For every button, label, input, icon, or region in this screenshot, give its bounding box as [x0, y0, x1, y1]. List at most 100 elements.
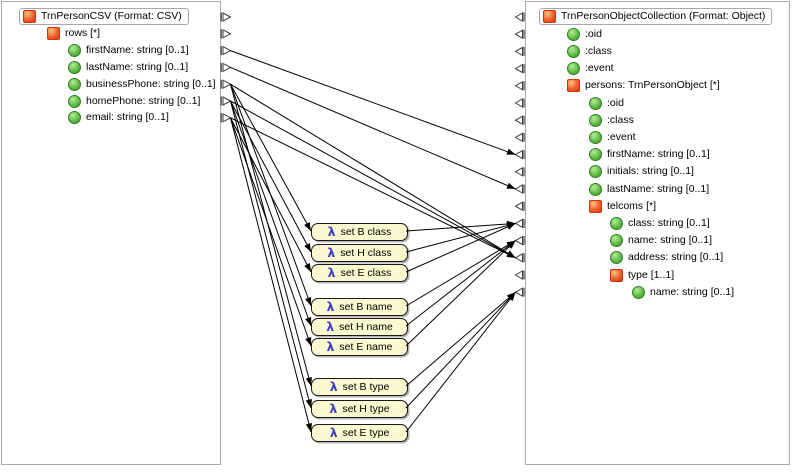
input-port[interactable] [514, 252, 523, 263]
tree-item-firstname-string-0-1[interactable]: firstName: string [0..1] [68, 42, 189, 59]
tree-item-class-string-0-1[interactable]: class: string [0..1] [610, 215, 710, 232]
tree-item-persons-trnpersonobject[interactable]: persons: TrnPersonObject [*] [567, 77, 720, 94]
lambda-label: set H type [342, 403, 390, 415]
connection-arrowhead [506, 250, 516, 258]
connection-line[interactable] [230, 84, 312, 387]
connection-line[interactable] [230, 117, 312, 273]
tree-item-firstname-string-0-1[interactable]: firstName: string [0..1] [589, 146, 710, 163]
lambda-set-h-class[interactable]: λ set H class [311, 244, 408, 262]
field-icon [589, 130, 602, 144]
lambda-set-b-name[interactable]: λ set B name [311, 298, 408, 316]
tree-item-oid[interactable]: :oid [567, 26, 602, 43]
input-port[interactable] [514, 132, 523, 143]
input-port[interactable] [514, 46, 523, 57]
connection-line[interactable] [405, 222, 516, 273]
input-port[interactable] [514, 218, 523, 229]
connection-line[interactable] [405, 222, 516, 253]
input-port[interactable] [514, 184, 523, 194]
input-port[interactable] [514, 149, 523, 160]
tree-item-telcoms[interactable]: telcoms [*] [589, 198, 656, 215]
tree-item-type-1-1[interactable]: type [1..1] [610, 267, 674, 284]
connection-line[interactable] [405, 291, 516, 433]
input-port[interactable] [514, 12, 523, 22]
connection-line[interactable] [230, 100, 312, 253]
tree-item-label: businessPhone: string [0..1] [86, 77, 216, 90]
field-icon [567, 62, 580, 76]
output-port[interactable] [222, 45, 232, 56]
lambda-set-e-class[interactable]: λ set E class [311, 264, 408, 282]
lambda-set-e-type[interactable]: λ set E type [311, 424, 408, 442]
lambda-label: set B name [339, 301, 393, 313]
input-port[interactable] [514, 115, 523, 126]
connection-arrowhead [304, 222, 311, 231]
lambda-set-e-name[interactable]: λ set E name [311, 338, 408, 356]
lambda-set-b-class[interactable]: λ set B class [311, 223, 408, 241]
tree-item-event[interactable]: :event [567, 60, 614, 77]
input-port[interactable] [514, 235, 523, 246]
connection-line[interactable] [405, 291, 516, 387]
connection-line[interactable] [230, 117, 312, 433]
tree-item-businessphone-string-0-1[interactable]: businessPhone: string [0..1] [68, 76, 216, 93]
output-port[interactable] [222, 112, 232, 123]
field-icon [68, 94, 81, 108]
connection-arrowhead [506, 240, 516, 249]
tree-item-source-root[interactable]: TrnPersonCSV (Format: CSV) [19, 8, 189, 25]
tree-item-class[interactable]: :class [589, 112, 634, 129]
tree-item-lastname-string-0-1[interactable]: lastName: string [0..1] [589, 181, 709, 198]
lambda-icon: λ [329, 401, 338, 416]
tree-item-lastname-string-0-1[interactable]: lastName: string [0..1] [68, 59, 188, 76]
connection-arrowhead [506, 250, 516, 258]
source-root-title-box[interactable]: TrnPersonCSV (Format: CSV) [19, 8, 189, 25]
tree-item-label: rows [*] [65, 27, 101, 40]
output-port[interactable] [222, 62, 232, 73]
input-port[interactable] [514, 287, 523, 298]
connection-line[interactable] [405, 240, 516, 347]
input-port[interactable] [514, 166, 523, 177]
output-port[interactable] [222, 96, 232, 106]
tree-item-name-string-0-1[interactable]: name: string [0..1] [610, 232, 712, 249]
input-port[interactable] [514, 29, 523, 40]
tree-item-address-string-0-1[interactable]: address: string [0..1] [610, 249, 723, 266]
tree-item-label: homePhone: string [0..1] [86, 94, 201, 107]
connection-line[interactable] [405, 240, 516, 307]
tree-item-oid[interactable]: :oid [589, 95, 624, 112]
tree-item-rows[interactable]: rows [*] [47, 25, 100, 42]
lambda-set-h-name[interactable]: λ set H name [311, 318, 408, 336]
input-port[interactable] [514, 63, 523, 74]
output-port[interactable] [222, 28, 232, 39]
connection-line[interactable] [230, 100, 312, 409]
input-port[interactable] [514, 270, 523, 280]
element-icon [543, 10, 556, 23]
output-port[interactable] [222, 12, 232, 22]
input-port[interactable] [514, 98, 523, 108]
connection-arrowhead [304, 242, 311, 252]
tree-item-label: initials: string [0..1] [607, 165, 694, 178]
connection-line[interactable] [230, 100, 312, 327]
connection-line[interactable] [405, 240, 516, 327]
tree-item-name-string-0-1[interactable]: name: string [0..1] [632, 284, 734, 301]
input-port[interactable] [514, 201, 523, 212]
connection-line[interactable] [230, 83, 312, 232]
field-icon [567, 27, 580, 41]
connection-line[interactable] [405, 291, 516, 409]
lambda-set-b-type[interactable]: λ set B type [311, 378, 408, 396]
tree-item-email-string-0-1[interactable]: email: string [0..1] [68, 109, 169, 126]
connection-line[interactable] [230, 117, 312, 347]
tree-item-initials-string-0-1[interactable]: initials: string [0..1] [589, 163, 694, 180]
connection-line[interactable] [230, 84, 312, 307]
tree-item-target-root[interactable]: TrnPersonObjectCollection (Format: Objec… [539, 8, 773, 25]
tree-item-class[interactable]: :class [567, 43, 612, 60]
connection-arrowhead [506, 251, 516, 258]
tree-item-homephone-string-0-1[interactable]: homePhone: string [0..1] [68, 93, 200, 110]
lambda-set-h-type[interactable]: λ set H type [311, 400, 408, 418]
connection-line[interactable] [405, 222, 516, 232]
lambda-icon: λ [327, 265, 336, 280]
tree-item-label: email: string [0..1] [86, 111, 169, 124]
tree-item-label: :event [585, 62, 614, 75]
target-root-title-box[interactable]: TrnPersonObjectCollection (Format: Objec… [539, 8, 773, 25]
connection-line[interactable] [230, 50, 516, 156]
input-port[interactable] [514, 80, 523, 91]
tree-item-event[interactable]: :event [589, 129, 636, 146]
connection-line[interactable] [230, 66, 516, 190]
output-port[interactable] [222, 79, 232, 90]
